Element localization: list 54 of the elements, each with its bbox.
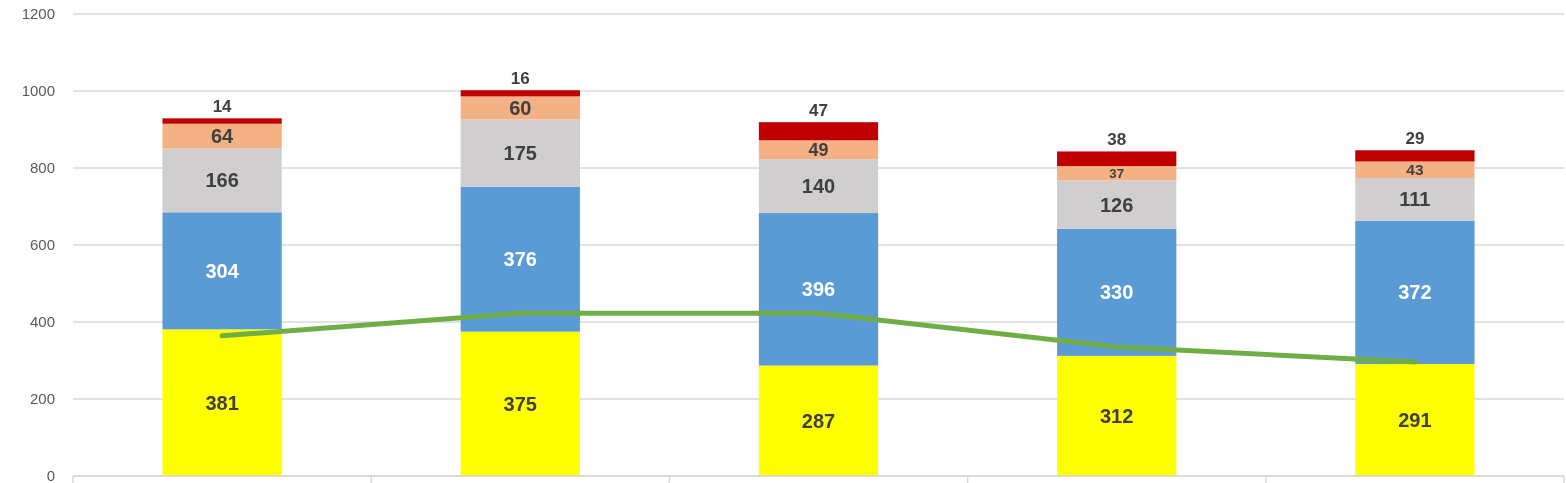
bar	[1355, 150, 1475, 162]
y-tick-label: 200	[29, 390, 55, 408]
bar	[758, 122, 879, 141]
bar	[460, 331, 580, 476]
data-label: 49	[808, 139, 829, 160]
bar	[758, 365, 879, 476]
bar	[1355, 178, 1475, 221]
data-label: 376	[503, 248, 537, 271]
bar	[1057, 166, 1177, 181]
bar	[1057, 180, 1177, 229]
data-label: 304	[205, 259, 240, 282]
bar	[460, 96, 580, 120]
y-tick-label: 800	[29, 159, 55, 177]
data-label: 111	[1399, 188, 1431, 211]
data-label: 375	[503, 392, 537, 415]
data-label: 175	[503, 142, 537, 165]
bar	[1057, 151, 1177, 167]
data-label: 372	[1398, 281, 1432, 304]
bar	[758, 140, 879, 160]
data-label: 16	[510, 69, 530, 89]
bar	[460, 90, 580, 97]
data-label: 140	[801, 175, 836, 198]
bar	[1057, 228, 1177, 356]
bar	[1355, 220, 1475, 364]
bar	[162, 118, 282, 124]
data-label: 396	[801, 278, 836, 301]
data-label: 330	[1100, 281, 1134, 304]
y-tick-label: 400	[29, 313, 55, 331]
data-label: 29	[1405, 129, 1425, 149]
bar	[1355, 161, 1475, 179]
bar	[1355, 363, 1475, 476]
data-label: 381	[205, 391, 239, 414]
bar	[162, 212, 282, 330]
y-tick-label: 1200	[21, 5, 55, 23]
data-label: 38	[1107, 130, 1127, 150]
data-label: 64	[210, 125, 235, 148]
y-tick-label: 1000	[21, 82, 55, 100]
data-label: 43	[1406, 161, 1424, 179]
data-label: 287	[801, 409, 836, 432]
bar	[162, 329, 282, 476]
data-label: 47	[809, 101, 828, 121]
data-label: 14	[212, 97, 233, 117]
y-tick-label: 0	[46, 467, 55, 483]
data-label: 166	[205, 169, 239, 192]
data-label: 60	[509, 96, 532, 119]
bar	[758, 213, 879, 366]
y-tick-label: 600	[29, 236, 55, 254]
bar	[162, 123, 282, 149]
bar	[1057, 355, 1177, 476]
data-label: 126	[1100, 193, 1134, 216]
data-label: 291	[1398, 408, 1432, 431]
bar	[460, 186, 580, 332]
data-label: 312	[1100, 404, 1134, 427]
data-label: 37	[1109, 165, 1125, 181]
